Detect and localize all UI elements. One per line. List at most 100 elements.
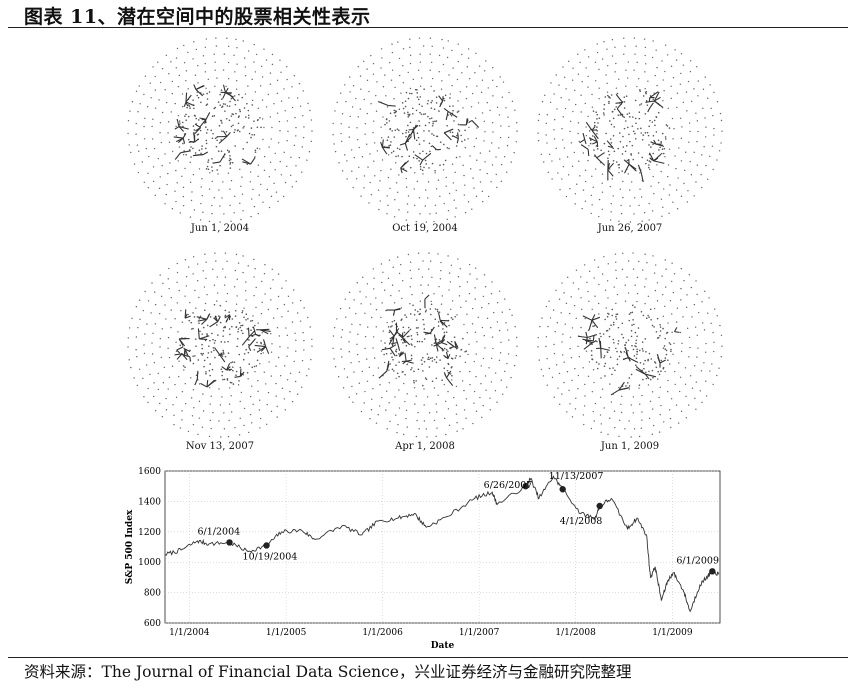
latent-point <box>380 126 382 128</box>
latent-point <box>680 267 682 270</box>
latent-point <box>598 87 600 89</box>
latent-point <box>450 114 453 117</box>
latent-point <box>636 348 638 351</box>
latent-point <box>645 371 647 374</box>
latent-point <box>627 77 629 79</box>
latent-point <box>412 151 415 153</box>
latent-point <box>660 404 662 407</box>
latent-point <box>507 353 510 355</box>
latent-point <box>537 132 539 134</box>
latent-point <box>222 329 225 332</box>
latent-point <box>251 99 254 102</box>
latent-point <box>199 315 202 318</box>
latent-point <box>608 313 610 315</box>
latent-point <box>169 162 171 164</box>
latent-point <box>270 351 273 353</box>
x-tick-label: 1/1/2006 <box>362 628 403 638</box>
latent-point <box>586 281 588 284</box>
latent-point <box>463 139 466 141</box>
latent-point <box>210 351 213 353</box>
latent-point <box>167 347 169 350</box>
latent-point <box>392 150 395 153</box>
latent-point <box>384 123 386 126</box>
latent-point <box>686 110 688 112</box>
latent-point <box>205 139 208 142</box>
latent-point <box>182 125 184 128</box>
latent-point <box>617 342 620 345</box>
latent-point <box>274 152 276 155</box>
latent-point <box>420 113 423 115</box>
latent-point <box>484 131 486 133</box>
latent-point <box>659 330 662 332</box>
latent-point <box>588 300 590 303</box>
latent-point <box>209 339 211 342</box>
latent-point <box>310 358 312 361</box>
latent-point <box>627 349 629 352</box>
latent-point <box>417 368 420 371</box>
latent-point <box>562 139 564 141</box>
latent-point <box>160 295 163 298</box>
latent-point <box>423 388 425 390</box>
latent-point <box>167 172 169 175</box>
annotation-marker <box>559 486 566 493</box>
cluster-link <box>674 331 680 333</box>
cluster-link <box>248 330 256 338</box>
latent-point <box>421 169 424 172</box>
latent-point <box>606 91 609 93</box>
latent-point <box>247 117 250 119</box>
latent-point <box>616 313 619 315</box>
latent-point <box>219 321 222 324</box>
latent-point <box>299 320 302 322</box>
y-tick-label: 1000 <box>138 558 161 568</box>
latent-point <box>490 181 492 183</box>
latent-point <box>635 357 638 360</box>
cluster-link <box>398 351 404 357</box>
latent-point <box>431 77 434 80</box>
latent-point <box>151 353 154 355</box>
latent-point <box>486 172 488 175</box>
latent-point <box>406 203 409 205</box>
latent-point <box>154 410 157 412</box>
latent-point <box>569 403 571 405</box>
latent-point <box>482 295 485 298</box>
latent-point <box>402 342 404 344</box>
latent-point <box>596 148 599 150</box>
cluster-link <box>439 100 444 108</box>
latent-point <box>214 61 216 63</box>
latent-point <box>397 423 399 426</box>
latent-point <box>344 154 346 156</box>
latent-point <box>182 105 184 108</box>
latent-point <box>670 398 673 400</box>
latent-point <box>597 302 600 305</box>
latent-point <box>245 348 247 351</box>
latent-point <box>450 357 453 359</box>
latent-point <box>642 378 644 381</box>
latent-point <box>281 316 283 318</box>
latent-point <box>135 90 138 92</box>
latent-point <box>604 96 607 98</box>
latent-point <box>584 102 586 105</box>
latent-point <box>696 356 698 358</box>
latent-point <box>629 221 632 223</box>
latent-point <box>349 115 351 118</box>
latent-point <box>604 289 607 291</box>
latent-point <box>405 417 407 420</box>
latent-point <box>142 309 145 312</box>
latent-point <box>154 75 156 78</box>
latent-point <box>229 204 231 207</box>
latent-point <box>572 110 574 113</box>
latent-point <box>437 325 440 327</box>
latent-point <box>334 366 337 368</box>
latent-point <box>223 53 226 55</box>
latent-point <box>372 387 374 390</box>
latent-point <box>498 329 501 332</box>
latent-point <box>242 255 244 257</box>
latent-point <box>447 363 450 366</box>
latent-point <box>159 122 162 124</box>
cluster-link <box>447 110 458 118</box>
latent-point <box>275 191 278 193</box>
cluster-link <box>239 368 242 377</box>
latent-point <box>686 201 689 203</box>
latent-point <box>248 132 251 135</box>
latent-point <box>374 175 376 177</box>
